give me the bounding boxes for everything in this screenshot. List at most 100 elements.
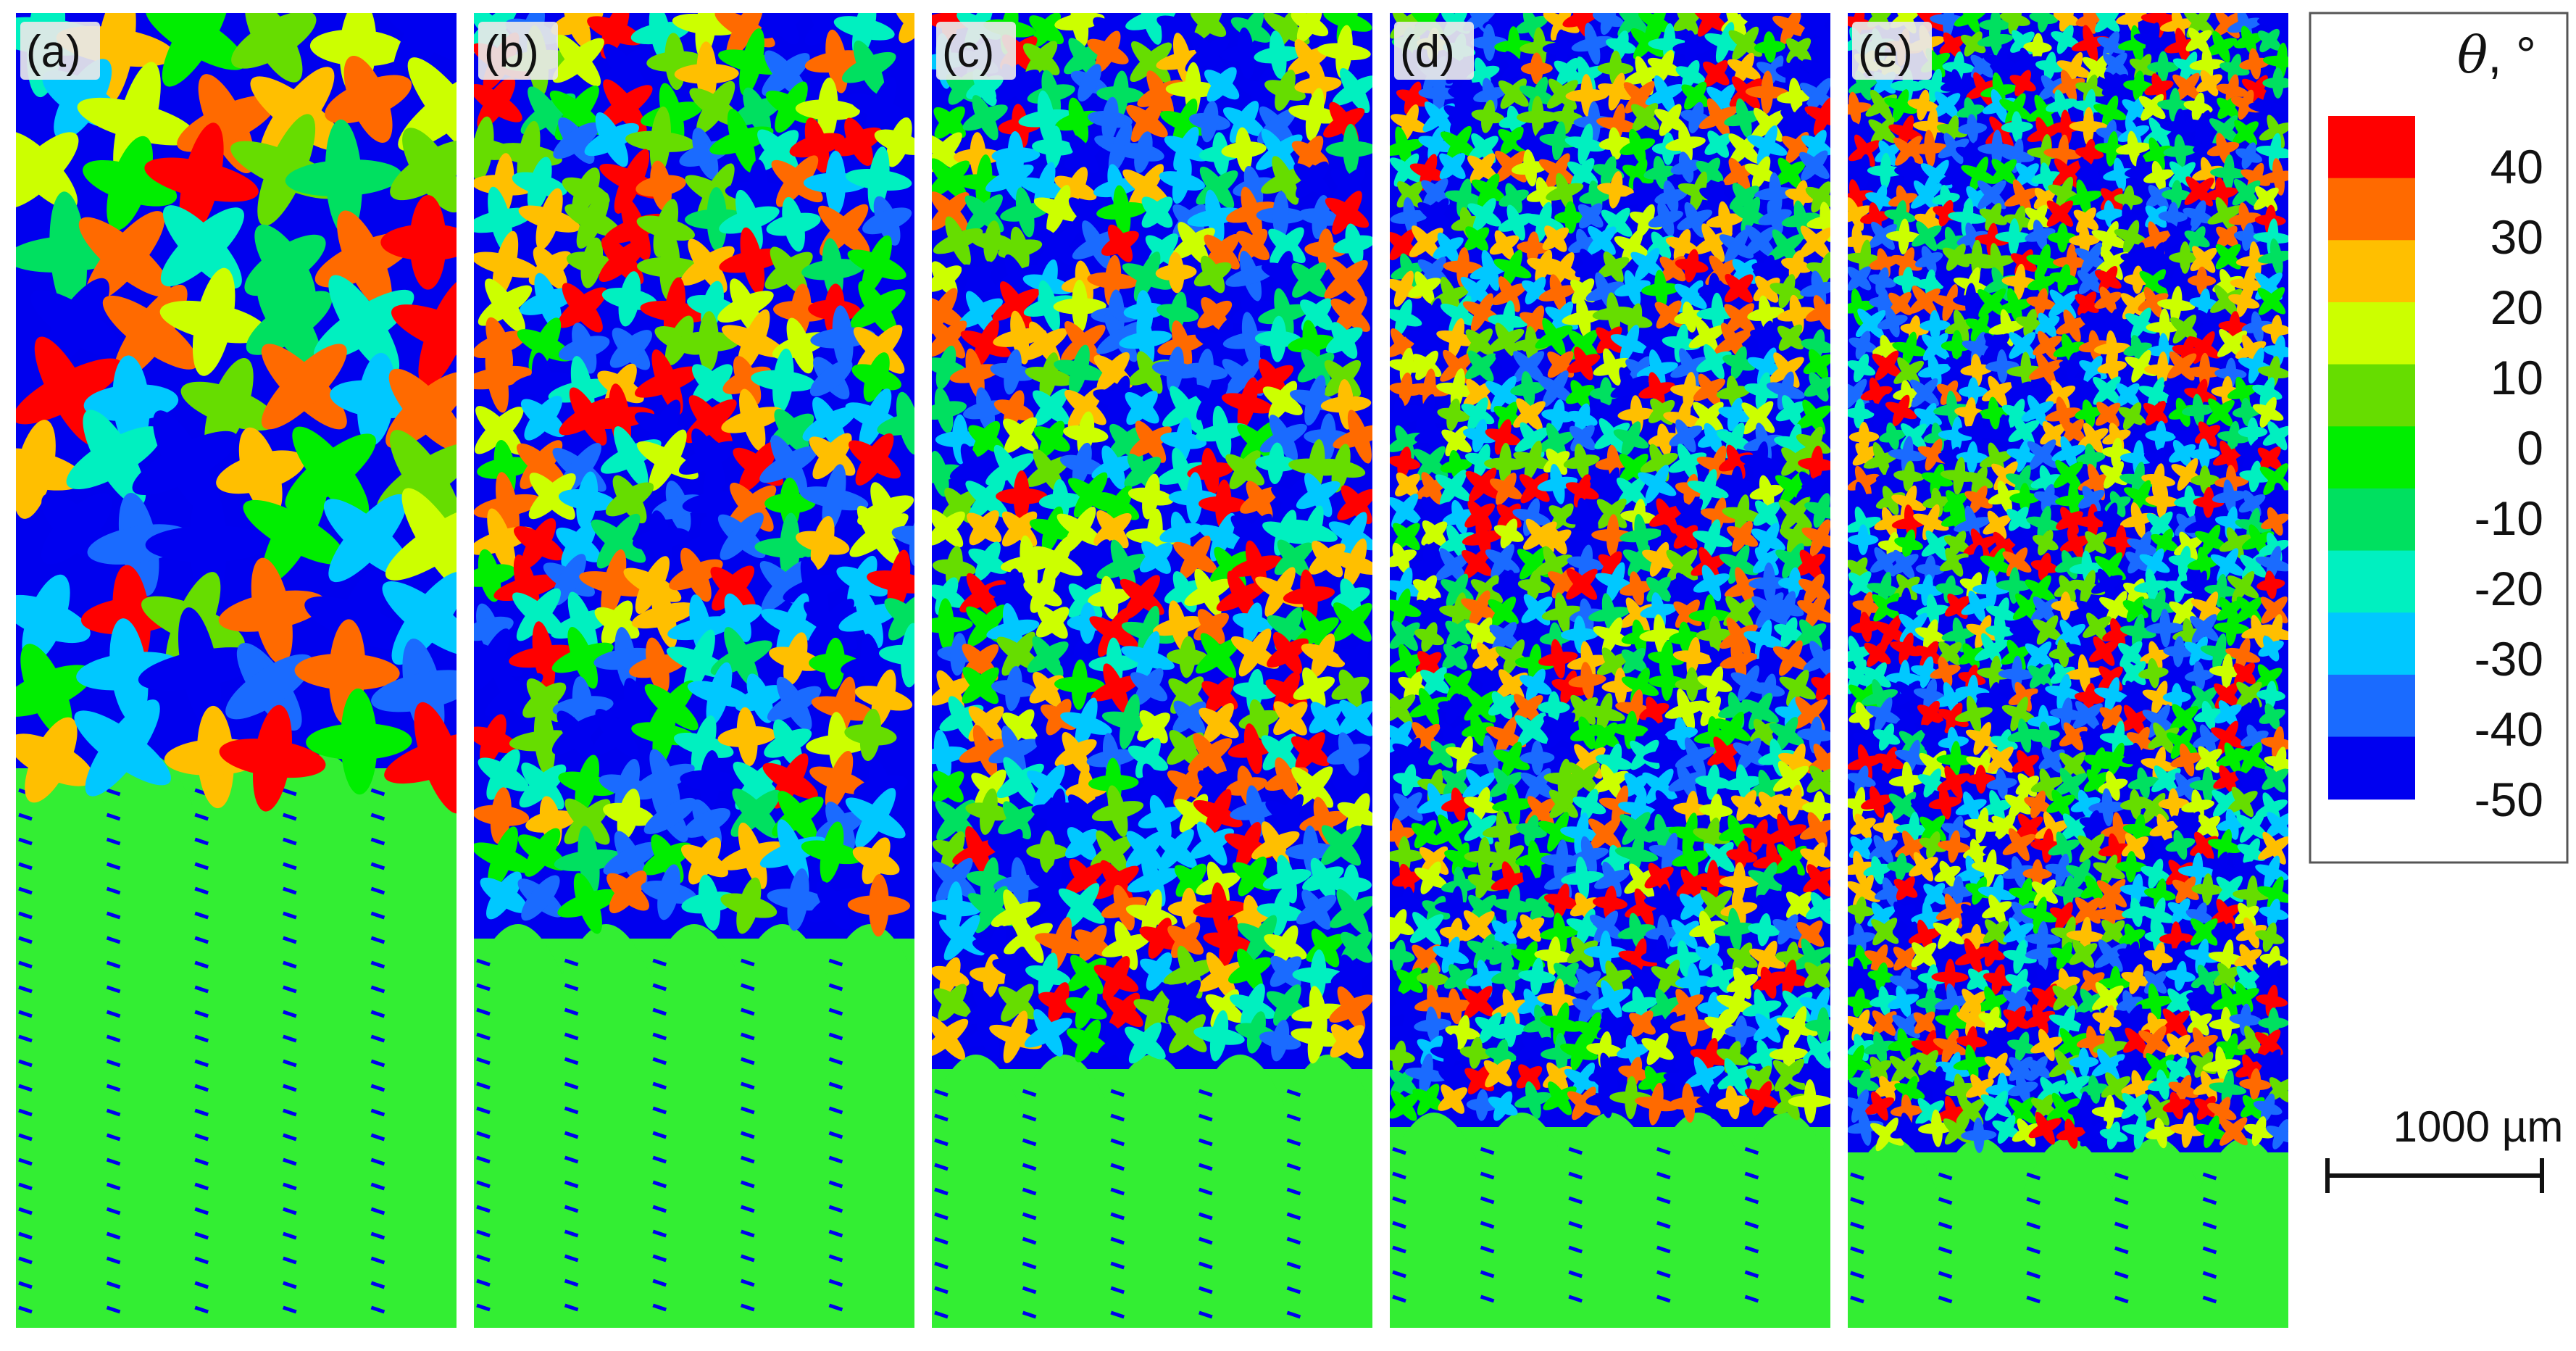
grain-arm: [1039, 830, 1056, 873]
equiaxed-grain: [1691, 546, 1728, 584]
interdendritic-gap: [652, 1205, 667, 1213]
equiaxed-grain: [1270, 955, 1302, 988]
equiaxed-grain: [1330, 538, 1372, 589]
equiaxed-grain: [719, 189, 780, 251]
grain-arm: [1025, 41, 1058, 78]
interdendritic-gap: [1656, 1171, 1671, 1180]
grain-arm: [635, 556, 670, 614]
grain-arm: [1496, 473, 1517, 506]
grain-arm: [1588, 607, 1630, 622]
interdendritic-gap: [828, 1131, 843, 1139]
grain-arm: [2159, 18, 2197, 32]
grain-arm: [696, 80, 735, 134]
grain-arm: [1126, 391, 1158, 425]
grain-arm: [1521, 596, 1553, 623]
grain-arm: [1641, 720, 1672, 743]
equiaxed-grain: [1459, 1036, 1492, 1069]
grain-arm: [1292, 262, 1327, 298]
grain-arm: [1500, 126, 1524, 155]
grain-arm: [1446, 619, 1470, 646]
grain-arm: [1295, 161, 1329, 199]
grain-arm: [1096, 321, 1146, 354]
equiaxed-grain: [847, 874, 910, 937]
equiaxed-grain: [1772, 640, 1809, 676]
equiaxed-grain: [1267, 631, 1309, 674]
interdendritic-gap: [283, 812, 297, 821]
equiaxed-grain: [1139, 918, 1181, 959]
interdendritic-gap: [1110, 1310, 1125, 1319]
grain-arm: [1462, 722, 1495, 738]
grain-arm: [1066, 796, 1108, 834]
grain-arm: [1127, 164, 1164, 211]
equiaxed-grain: [1408, 271, 1441, 304]
grain-arm: [1670, 994, 1704, 1018]
grain-arm: [1645, 465, 1670, 504]
equiaxed-grain: [1193, 882, 1247, 936]
equiaxed-grain: [1695, 764, 1731, 800]
grain-arm: [764, 493, 816, 514]
grain-arm: [516, 588, 561, 641]
grain-arm: [1398, 968, 1422, 995]
equiaxed-grain: [1584, 693, 1625, 734]
grain-arm: [1240, 983, 1265, 1030]
equiaxed-grain: [680, 837, 729, 885]
equiaxed-grain: [559, 323, 610, 374]
equiaxed-grain: [1804, 97, 1830, 136]
equiaxed-grain: [1414, 1006, 1451, 1044]
grain-arm: [1754, 620, 1772, 660]
equiaxed-grain: [1775, 395, 1808, 428]
equiaxed-grain: [1654, 180, 1688, 214]
interdendritic-gap: [194, 1157, 209, 1166]
grain-arm: [1810, 445, 1823, 483]
grain-arm: [1597, 498, 1627, 529]
equiaxed-grain: [1121, 605, 1176, 660]
interdendritic-gap: [564, 1007, 579, 1016]
grain-arm: [1499, 189, 1529, 207]
interdendritic-gap: [1656, 1294, 1671, 1303]
interdendritic-gap: [1199, 1310, 1213, 1319]
grain-arm: [806, 599, 854, 653]
equiaxed-grain: [1696, 344, 1732, 380]
grain-arm: [739, 28, 764, 96]
grain-arm: [1593, 357, 1631, 376]
equiaxed-grain: [474, 230, 539, 299]
grain-arm: [527, 157, 552, 212]
grain-arm: [669, 559, 723, 591]
equiaxed-grain: [1193, 255, 1232, 294]
grain-arm: [1749, 1065, 1772, 1094]
equiaxed-grain: [838, 587, 900, 648]
grain-arm: [1195, 423, 1249, 442]
grain-arm: [1039, 420, 1065, 457]
grain-arm: [1684, 81, 1707, 110]
interdendritic-gap: [1744, 1171, 1759, 1180]
equiaxed-grain: [1197, 296, 1233, 332]
equiaxed-grain: [1672, 840, 1709, 877]
grain-arm: [855, 788, 896, 848]
interdendritic-gap: [283, 1256, 297, 1265]
grain-arm: [1064, 138, 1104, 169]
grain-arm: [1804, 377, 1830, 397]
equiaxed-grain: [1309, 540, 1346, 578]
equiaxed-grain: [1488, 323, 1525, 358]
grain-arm: [1655, 50, 1675, 85]
grain-arm: [1656, 300, 1682, 329]
interdendritic-gap: [828, 1254, 843, 1263]
equiaxed-grain: [1130, 668, 1168, 705]
grain-arm: [825, 750, 854, 810]
grain-arm: [1707, 992, 1720, 1025]
grain-arm: [1155, 264, 1197, 281]
interdendritic-gap: [1392, 1196, 1406, 1205]
grain-arm: [1778, 591, 1796, 625]
equiaxed-grain: [717, 707, 777, 767]
grain-arm: [1547, 812, 1570, 852]
grain-arm: [1053, 298, 1106, 315]
grain-arm: [1640, 452, 1678, 473]
equiaxed-grain: [1390, 909, 1414, 943]
equiaxed-grain: [1744, 372, 1782, 410]
interdendritic-gap: [1656, 1196, 1671, 1205]
grain-arm: [522, 682, 567, 718]
grain-arm: [1422, 667, 1447, 697]
grain-arm: [1390, 694, 1416, 723]
equiaxed-grain: [1535, 317, 1573, 356]
grain-arm: [1304, 375, 1326, 426]
